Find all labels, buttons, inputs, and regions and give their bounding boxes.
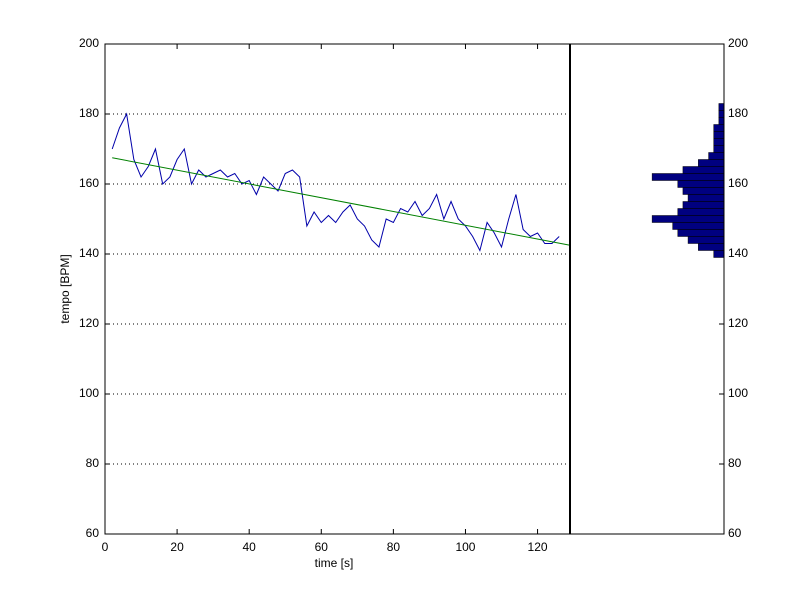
histogram-bar: [713, 138, 725, 146]
histogram-bar: [698, 159, 725, 167]
y-tick-label: 80: [86, 456, 100, 470]
histogram-bar: [718, 117, 725, 125]
y-tick-label: 180: [79, 106, 99, 120]
y-tick-label: 200: [79, 36, 99, 50]
histogram-bar: [651, 173, 725, 181]
histogram-bar: [718, 103, 725, 111]
histogram-bar: [698, 243, 725, 251]
histogram-bar: [713, 124, 725, 132]
histogram-bar: [672, 222, 725, 230]
x-tick-label: 120: [528, 540, 548, 554]
y-tick-label: 140: [728, 246, 748, 260]
y-tick-label: 60: [728, 526, 742, 540]
x-tick-label: 20: [170, 540, 184, 554]
histogram-bar: [677, 229, 725, 237]
histogram-bar: [713, 131, 725, 139]
y-tick-label: 160: [728, 176, 748, 190]
y-tick-label: 180: [728, 106, 748, 120]
histogram-bar: [682, 187, 725, 195]
axes-box: [104, 43, 571, 535]
histogram-bar: [651, 215, 725, 223]
series-line: [112, 157, 571, 246]
y-tick-label: 160: [79, 176, 99, 190]
histogram-bar: [687, 194, 725, 202]
x-tick-label: 60: [315, 540, 329, 554]
histogram-bar: [687, 236, 725, 244]
y-tick-label: 60: [86, 526, 100, 540]
y-tick-label: 100: [728, 386, 748, 400]
y-tick-label: 100: [79, 386, 99, 400]
histogram-bar: [713, 250, 725, 258]
histogram-bar: [713, 145, 725, 153]
y-tick-label: 140: [79, 246, 99, 260]
series-line: [111, 112, 560, 252]
y-tick-label: 120: [79, 316, 99, 330]
histogram-bar: [677, 208, 725, 216]
histogram-bar: [708, 152, 725, 160]
histogram-bar: [682, 166, 725, 174]
x-tick-label: 0: [102, 540, 109, 554]
y-tick-label: 200: [728, 36, 748, 50]
axes-box: [569, 43, 725, 535]
x-tick-label: 40: [243, 540, 257, 554]
histogram-bar: [677, 180, 725, 188]
histogram-bar: [718, 110, 725, 118]
y-tick-label: 120: [728, 316, 748, 330]
y-axis-label: tempo [BPM]: [58, 254, 72, 323]
x-tick-label: 100: [455, 540, 475, 554]
histogram-bar: [682, 201, 725, 209]
y-tick-label: 80: [728, 456, 742, 470]
x-axis-label: time [s]: [315, 556, 354, 570]
x-tick-label: 80: [387, 540, 401, 554]
